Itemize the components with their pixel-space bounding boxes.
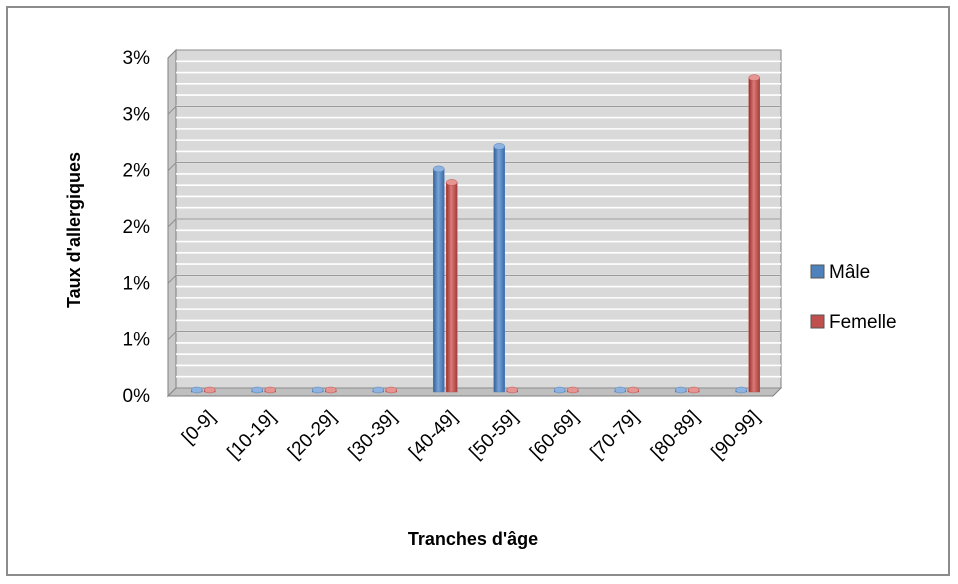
bar-male	[554, 386, 566, 394]
bar-male	[614, 386, 626, 394]
legend-label: Mâle	[829, 262, 870, 283]
grid-line-side	[167, 49, 177, 59]
bar-female	[567, 386, 579, 394]
y-tick-label: 2%	[123, 217, 151, 238]
y-tick-label: 2%	[123, 161, 151, 182]
bar-female	[506, 386, 518, 394]
x-tick-label: [20-29]	[284, 407, 341, 464]
grid-line-side	[167, 331, 177, 341]
x-tick-label: [40-49]	[405, 407, 462, 464]
x-axis-title: Tranches d'âge	[408, 529, 538, 549]
legend: Mâle Femelle	[810, 262, 897, 333]
y-tick-label: 3%	[123, 104, 151, 125]
y-tick-label: 3%	[123, 48, 151, 69]
x-tick-label: [30-39]	[345, 407, 402, 464]
legend-label: Femelle	[829, 312, 897, 333]
x-tick-label: [50-59]	[466, 407, 523, 464]
grid-line-side	[167, 105, 177, 115]
legend-swatch	[810, 264, 825, 279]
bar-male	[493, 143, 505, 393]
x-tick-label: [60-69]	[526, 407, 583, 464]
bar-male	[675, 386, 687, 394]
legend-item-female: Femelle	[810, 312, 897, 333]
bar-female	[748, 74, 760, 393]
y-axis-ticks: 0% 1% 1% 2% 2% 3% 3%	[123, 48, 151, 407]
bar-female	[264, 386, 276, 394]
x-tick-label: [90-99]	[708, 407, 765, 464]
bar-female	[627, 386, 639, 394]
bar-female	[385, 386, 397, 394]
x-axis-ticks: [0-9] [10-19] [20-29] [30-39] [40-49] [50-59]…	[178, 407, 764, 464]
bar-female	[446, 179, 458, 393]
y-tick-label: 0%	[123, 386, 151, 407]
bar-male	[372, 386, 384, 394]
bar-female	[204, 386, 216, 394]
bar-male	[312, 386, 324, 394]
bar-male	[735, 386, 747, 394]
y-tick-label: 1%	[123, 273, 151, 294]
grid-line-side	[167, 387, 177, 397]
grid-line-side	[167, 162, 177, 172]
grid-line-side	[167, 274, 177, 284]
x-tick-label: [80-89]	[647, 407, 704, 464]
bar-male	[191, 386, 203, 394]
bar-female	[688, 386, 700, 394]
y-axis-title: Taux d'allergiques	[64, 152, 84, 308]
x-tick-label: [10-19]	[224, 407, 281, 464]
bars	[191, 74, 760, 394]
legend-item-male: Mâle	[810, 262, 870, 283]
bar-male	[433, 165, 445, 393]
bar-male	[251, 386, 263, 394]
x-tick-label: [0-9]	[178, 407, 220, 449]
y-tick-label: 1%	[123, 330, 151, 351]
grid-line-side	[167, 218, 177, 228]
bar-female	[325, 386, 337, 394]
legend-swatch	[810, 314, 825, 329]
x-tick-label: [70-79]	[587, 407, 644, 464]
grid-lines	[167, 49, 781, 397]
